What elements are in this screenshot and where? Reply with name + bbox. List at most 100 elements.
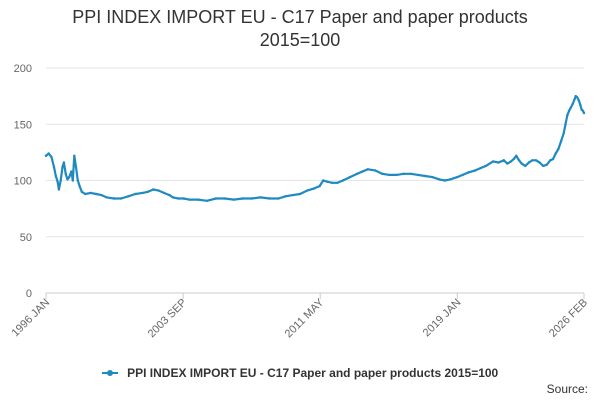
data-point-0-83 (497, 161, 500, 164)
data-point-0-53 (313, 187, 316, 190)
y-tick-label-150: 150 (14, 119, 32, 131)
data-point-0-49 (284, 195, 287, 198)
data-point-0-99 (551, 157, 555, 161)
data-point-0-44 (241, 197, 244, 200)
legend-series-label: PPI INDEX IMPORT EU - C17 Paper and pape… (127, 366, 499, 380)
chart-title-line-1: PPI INDEX IMPORT EU - C17 Paper and pape… (72, 7, 528, 27)
data-point-0-60 (348, 175, 352, 179)
data-point-0-2 (50, 155, 53, 159)
x-tick-label-3: 2019 JAN (421, 297, 464, 340)
data-point-0-12 (68, 175, 71, 179)
data-point-0-10 (64, 172, 67, 175)
data-point-0-50 (291, 193, 294, 197)
data-point-0-0 (44, 154, 48, 157)
data-point-0-55 (322, 179, 325, 182)
data-point-0-41 (214, 197, 218, 200)
data-point-0-97 (545, 163, 548, 166)
data-point-0-71 (423, 174, 427, 178)
data-point-0-54 (318, 184, 321, 188)
data-point-0-20 (84, 192, 87, 196)
data-point-0-47 (268, 197, 271, 200)
x-tick-label-2: 2011 MAY (283, 296, 327, 340)
data-point-0-4 (54, 174, 57, 178)
data-point-0-67 (395, 173, 398, 177)
data-point-0-40 (205, 199, 209, 202)
data-point-0-62 (361, 170, 364, 173)
data-point-0-90 (520, 162, 523, 165)
data-point-0-26 (119, 197, 123, 200)
data-point-0-35 (171, 196, 175, 199)
data-point-0-33 (162, 191, 166, 195)
data-point-0-75 (449, 178, 452, 181)
data-point-0-107 (569, 106, 573, 109)
data-point-0-65 (381, 172, 384, 175)
data-point-0-59 (341, 179, 345, 182)
x-tick-label-4: 2026 FEB (547, 297, 590, 340)
data-point-0-5 (56, 180, 59, 183)
data-point-0-116 (582, 111, 586, 115)
data-point-0-16 (74, 165, 78, 169)
data-point-0-7 (59, 179, 62, 182)
data-point-0-23 (100, 193, 103, 197)
data-point-0-58 (336, 181, 339, 184)
data-point-0-74 (443, 179, 446, 182)
data-point-0-66 (388, 173, 391, 177)
data-point-0-64 (373, 169, 377, 172)
data-point-0-96 (542, 164, 545, 168)
data-point-0-84 (502, 159, 505, 162)
data-point-0-46 (259, 196, 262, 199)
data-point-0-17 (76, 179, 80, 182)
data-point-0-15 (73, 154, 76, 157)
x-tick-label-0: 1996 JAN (9, 297, 52, 340)
data-point-0-38 (187, 198, 191, 201)
data-point-0-100 (554, 152, 557, 155)
data-point-0-32 (157, 189, 160, 192)
data-point-0-85 (506, 162, 509, 165)
data-point-0-113 (579, 103, 582, 107)
data-point-0-21 (89, 191, 92, 195)
data-point-0-25 (112, 197, 116, 200)
data-point-0-88 (515, 154, 518, 157)
data-point-0-34 (168, 193, 171, 197)
data-point-0-82 (491, 160, 495, 163)
data-point-0-95 (538, 161, 541, 164)
chart-legend[interactable]: PPI INDEX IMPORT EU - C17 Paper and pape… (0, 366, 600, 380)
data-point-0-68 (402, 172, 405, 175)
y-tick-label-0: 0 (26, 288, 32, 300)
data-point-0-87 (512, 157, 515, 161)
data-point-0-28 (134, 192, 137, 196)
data-point-0-1 (47, 152, 50, 155)
data-point-0-48 (277, 197, 280, 200)
y-tick-label-200: 200 (14, 63, 32, 75)
data-point-0-103 (562, 132, 565, 135)
data-point-0-105 (566, 114, 569, 117)
data-point-0-13 (70, 170, 73, 173)
data-point-0-31 (152, 188, 155, 191)
data-point-0-61 (356, 172, 359, 175)
data-point-0-52 (305, 189, 309, 192)
data-point-0-98 (549, 159, 552, 162)
data-point-0-43 (232, 198, 235, 201)
data-point-0-76 (456, 175, 459, 179)
data-point-0-77 (461, 173, 464, 177)
data-point-0-80 (479, 166, 482, 170)
data-point-0-22 (94, 192, 98, 196)
data-point-0-56 (325, 180, 328, 183)
data-point-0-39 (196, 198, 200, 201)
data-point-0-79 (474, 169, 477, 172)
y-tick-label-50: 50 (20, 232, 32, 244)
data-point-0-111 (576, 96, 579, 99)
data-point-0-36 (177, 197, 180, 200)
data-point-0-115 (581, 109, 585, 113)
data-point-0-73 (438, 178, 441, 181)
data-point-0-70 (416, 173, 420, 177)
data-point-0-18 (78, 184, 81, 188)
data-point-0-45 (250, 197, 253, 200)
x-tick-label-1: 2003 SEP (146, 297, 190, 341)
data-point-0-89 (517, 159, 521, 162)
data-point-0-109 (573, 98, 576, 101)
data-point-0-69 (409, 172, 412, 175)
data-point-0-57 (330, 181, 334, 184)
data-point-0-106 (567, 109, 571, 113)
data-point-0-81 (484, 164, 488, 168)
